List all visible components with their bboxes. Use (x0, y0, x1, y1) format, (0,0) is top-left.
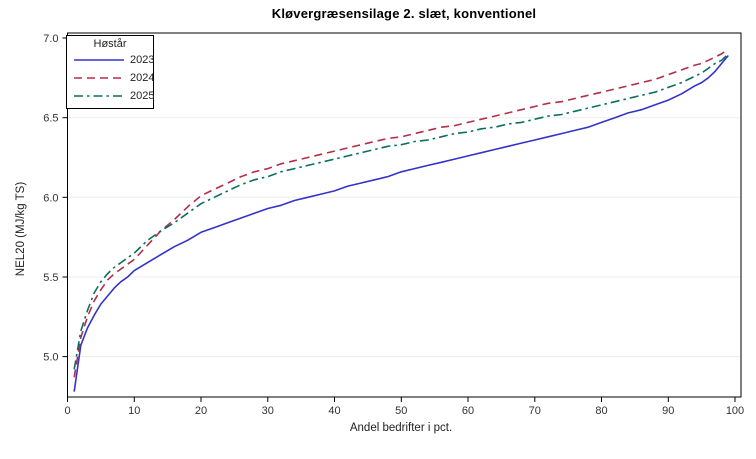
legend-line-sample-2024 (74, 77, 124, 79)
x-tick-label: 40 (328, 405, 340, 417)
legend: Høstår 2023 2024 2025 (66, 35, 154, 109)
y-tick-label: 6.5 (43, 113, 58, 125)
chart-title: Kløvergræsensilage 2. slæt, konventionel (271, 6, 537, 21)
legend-item-label: 2024 (130, 72, 155, 84)
series-line-2025 (73, 53, 729, 370)
plot-frame (67, 32, 742, 398)
x-tick-label: 30 (262, 405, 274, 417)
x-tick-label: 80 (595, 405, 607, 417)
x-tick-label: 20 (195, 405, 207, 417)
y-tick-label: 5.5 (43, 272, 58, 284)
legend-item-2024: 2024 (67, 69, 155, 87)
x-tick-label: 100 (726, 405, 744, 417)
x-tick-label: 50 (395, 405, 407, 417)
x-tick-label: 10 (128, 405, 140, 417)
x-tick-label: 60 (462, 405, 474, 417)
y-tick-label: 7.0 (43, 33, 58, 45)
legend-item-label: 2025 (130, 90, 155, 102)
x-tick-label: 70 (529, 405, 541, 417)
y-tick-label: 5.0 (43, 352, 58, 364)
x-tick-label: 90 (662, 405, 674, 417)
x-axis-label: Andel bedrifter i pct. (349, 422, 453, 434)
series-line-2024 (73, 48, 729, 378)
y-axis-label: NEL20 (MJ/kg TS) (15, 181, 27, 277)
x-tick-label: 0 (64, 405, 70, 417)
legend-line-sample-2023 (74, 59, 124, 61)
legend-item-label: 2023 (130, 54, 155, 66)
legend-line-sample-2025 (74, 95, 124, 97)
legend-item-2023: 2023 (67, 51, 155, 69)
y-tick-label: 6.0 (43, 192, 58, 204)
series-line-2023 (73, 54, 729, 392)
legend-title: Høstår (93, 38, 127, 50)
legend-item-2025: 2025 (67, 87, 155, 105)
